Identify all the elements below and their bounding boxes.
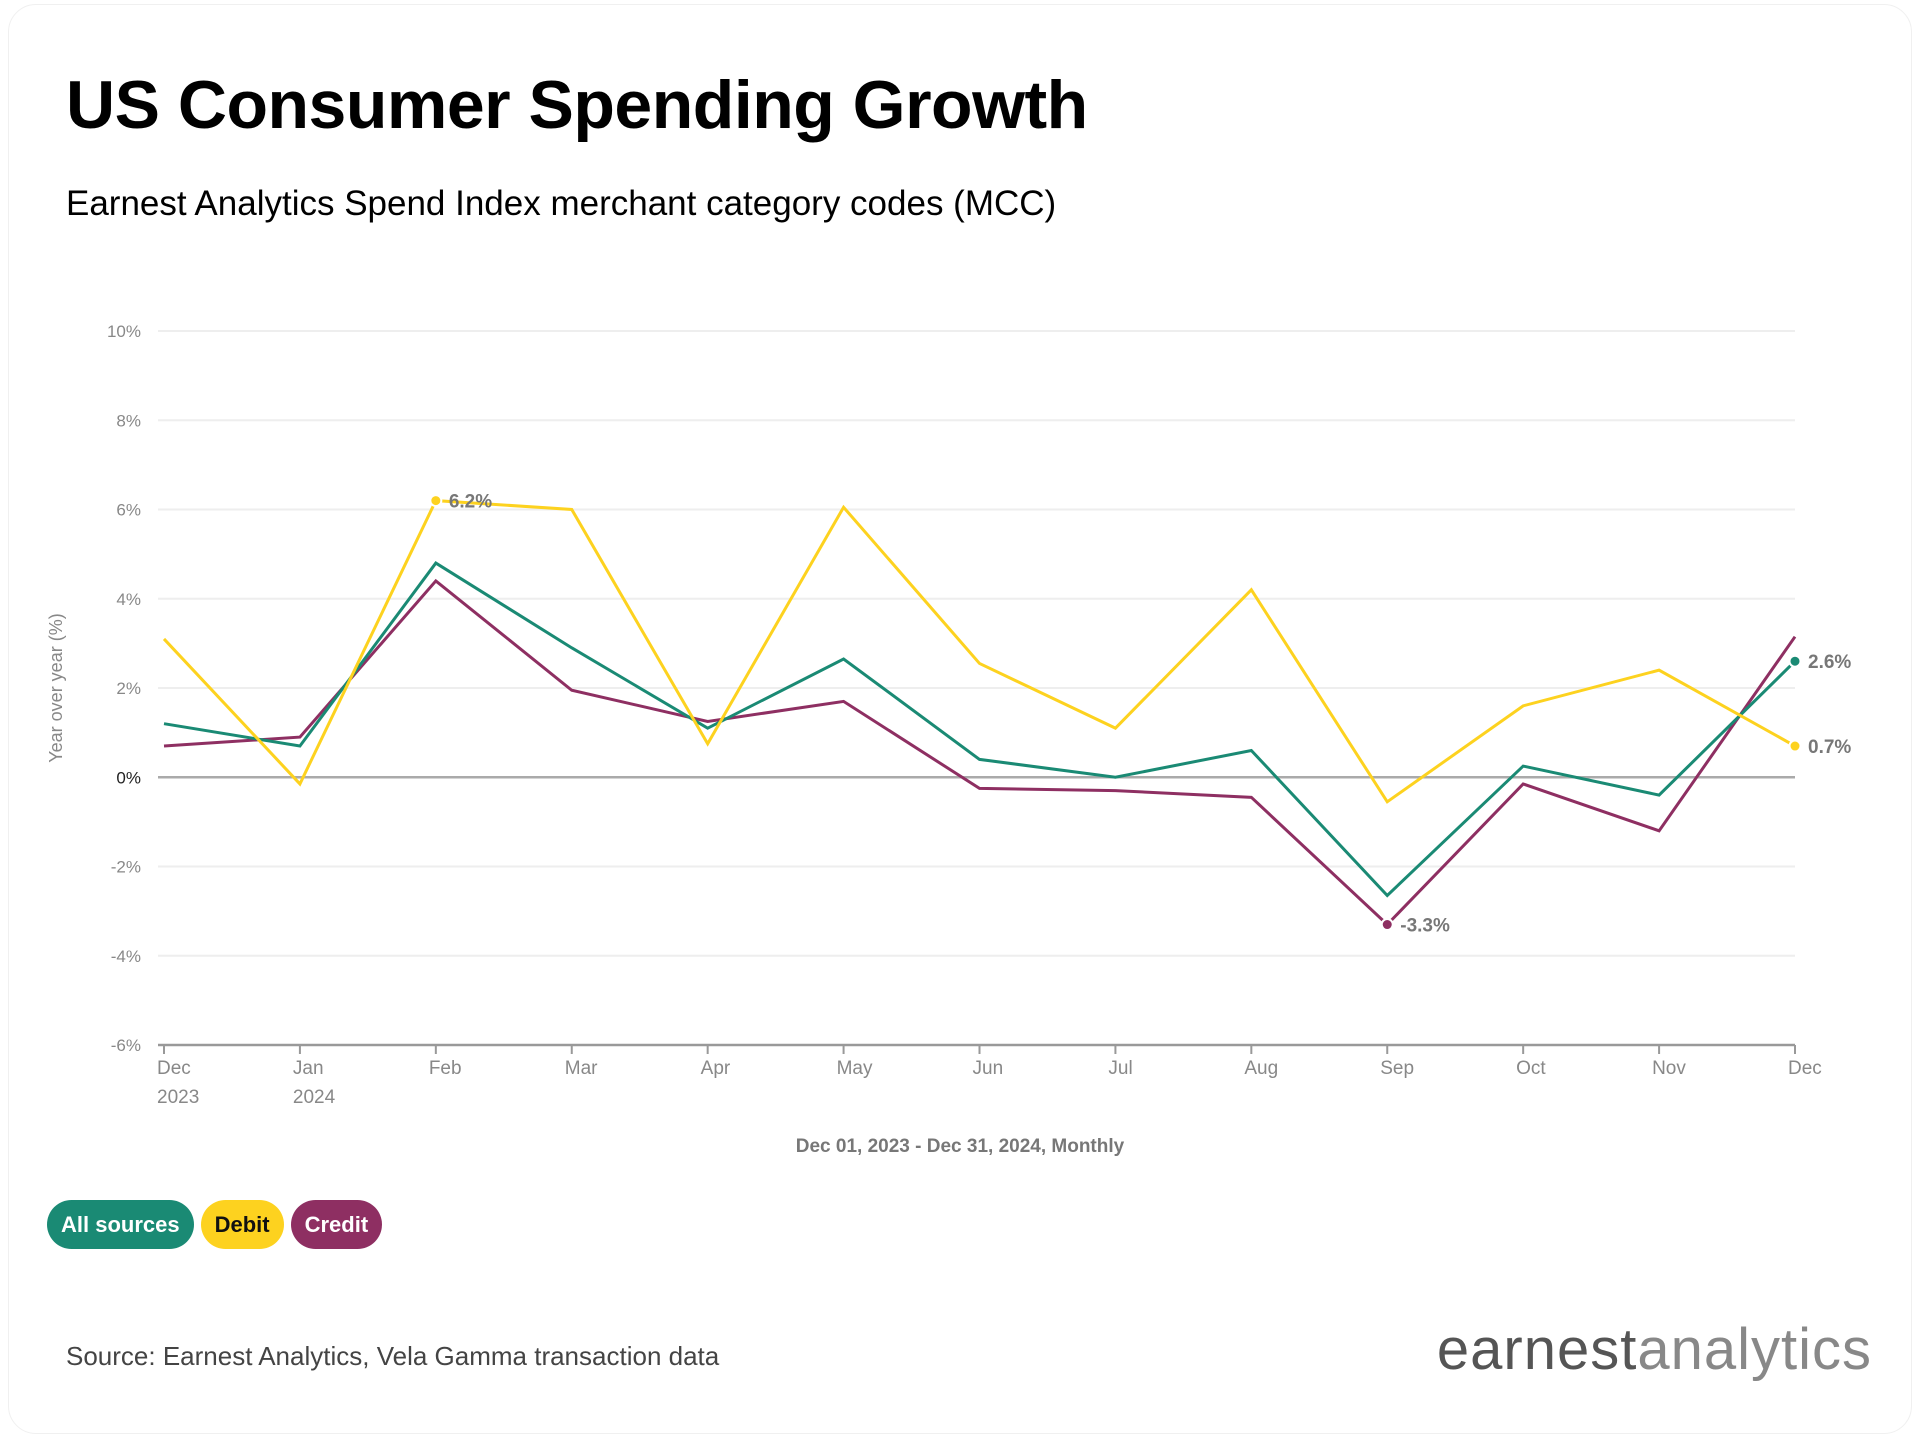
legend-credit[interactable]: Credit [290, 1200, 383, 1249]
earnest-analytics-logo: earnestanalytics [1437, 1316, 1872, 1383]
y-tick-label: -6% [111, 1036, 141, 1055]
x-tick-label: Nov [1652, 1058, 1686, 1079]
x-tick-label: Mar [565, 1058, 598, 1079]
logo-part1: earnest [1436, 1317, 1638, 1382]
y-tick-label: 8% [116, 411, 141, 430]
annotation-label: 0.7% [1808, 737, 1851, 758]
y-tick-label: 4% [116, 590, 141, 609]
chart-title: US Consumer Spending Growth [66, 67, 1088, 143]
x-tick-label: Sep [1380, 1058, 1414, 1079]
annotation-label: -3.3% [1400, 916, 1450, 937]
x-tick-label: Feb [429, 1058, 462, 1079]
y-tick-label: -2% [111, 858, 141, 877]
annotation-point [1380, 918, 1394, 932]
y-tick-label: 0% [116, 768, 141, 787]
series-line-credit [163, 578, 1797, 927]
x-tick-year: 2023 [157, 1087, 199, 1108]
annotation-point [1788, 739, 1802, 753]
x-tick-label: Jul [1108, 1058, 1132, 1079]
source-note: Source: Earnest Analytics, Vela Gamma tr… [66, 1341, 720, 1371]
chart-card [8, 4, 1912, 1434]
y-tick-label: 6% [116, 501, 141, 520]
annotation-point [1788, 654, 1802, 668]
x-tick-year: 2024 [293, 1087, 336, 1108]
x-tick-label: Jan [293, 1058, 324, 1079]
series-line-all-sources [163, 561, 1797, 898]
chart-subtitle: Earnest Analytics Spend Index merchant c… [66, 184, 1057, 223]
y-axis-label: Year over year (%) [46, 613, 66, 762]
legend-all-sources[interactable]: All sources [47, 1200, 194, 1249]
y-tick-label: 10% [107, 322, 141, 341]
series-line-debit [162, 499, 1796, 804]
logo-part2: analytics [1637, 1317, 1872, 1382]
legend: All sources Debit Credit [47, 1200, 383, 1249]
y-tick-label: 2% [116, 679, 141, 698]
x-tick-label: Jun [973, 1058, 1004, 1079]
x-axis-label: Dec 01, 2023 - Dec 31, 2024, Monthly [796, 1136, 1125, 1157]
annotation-point [429, 494, 443, 508]
annotation-label: 2.6% [1808, 652, 1851, 673]
x-tick-label: Aug [1244, 1058, 1278, 1079]
x-tick-label: Dec [157, 1058, 191, 1079]
legend-debit[interactable]: Debit [200, 1200, 284, 1249]
y-tick-label: -4% [111, 947, 141, 966]
x-tick-label: Oct [1516, 1058, 1546, 1079]
annotation-label: 6.2% [449, 492, 492, 513]
x-tick-label: Dec [1788, 1058, 1822, 1079]
x-tick-label: Apr [701, 1058, 731, 1079]
x-tick-label: May [837, 1058, 873, 1079]
